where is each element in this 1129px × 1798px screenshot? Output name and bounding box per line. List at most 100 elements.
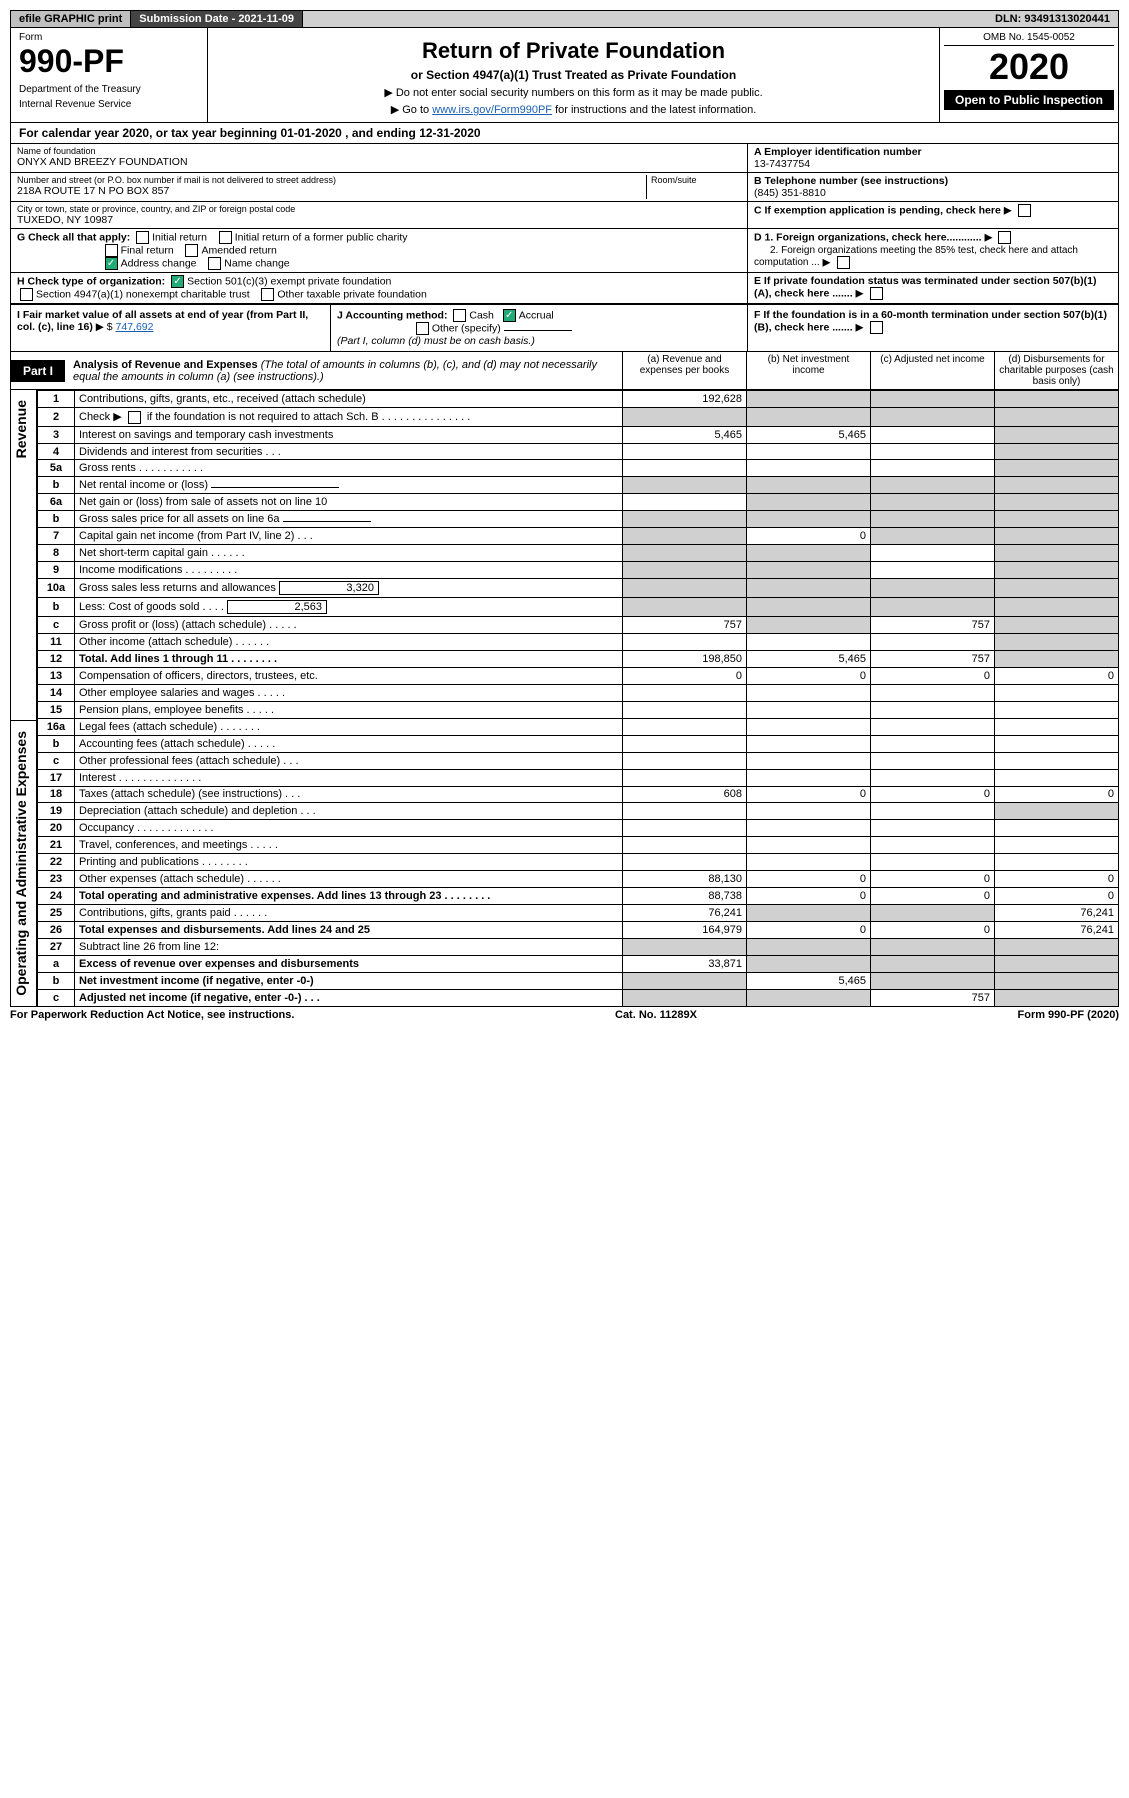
fmv-value[interactable]: 747,692: [116, 321, 154, 333]
page-footer: For Paperwork Reduction Act Notice, see …: [10, 1007, 1119, 1023]
table-row: 10aGross sales less returns and allowanc…: [38, 578, 1119, 597]
table-row: aExcess of revenue over expenses and dis…: [38, 955, 1119, 972]
analysis-table: 1Contributions, gifts, grants, etc., rec…: [37, 390, 1119, 1007]
table-row: bAccounting fees (attach schedule) . . .…: [38, 735, 1119, 752]
table-row: bGross sales price for all assets on lin…: [38, 511, 1119, 528]
ijf-row: I Fair market value of all assets at end…: [10, 305, 1119, 352]
checkbox-name-change[interactable]: [208, 257, 221, 270]
cat-no: Cat. No. 11289X: [615, 1009, 697, 1021]
h-org-type-cell: H Check type of organization: Section 50…: [11, 273, 748, 304]
checkbox-amended[interactable]: [185, 244, 198, 257]
table-row: 11Other income (attach schedule) . . . .…: [38, 634, 1119, 651]
table-row: cAdjusted net income (if negative, enter…: [38, 989, 1119, 1006]
table-row: 9Income modifications . . . . . . . . .: [38, 562, 1119, 579]
note-ssn: ▶ Do not enter social security numbers o…: [214, 86, 933, 99]
ein-value: 13-7437754: [754, 158, 810, 170]
f-termination-cell: F If the foundation is in a 60-month ter…: [748, 305, 1118, 351]
d-foreign-cell: D 1. Foreign organizations, check here..…: [748, 229, 1118, 273]
checkbox-address-change[interactable]: [105, 257, 118, 270]
calendar-year-line: For calendar year 2020, or tax year begi…: [10, 123, 1119, 144]
checkbox-e[interactable]: [870, 287, 883, 300]
expenses-side-label: Operating and Administrative Expenses: [10, 721, 37, 1007]
fair-market-cell: I Fair market value of all assets at end…: [11, 305, 331, 351]
part1-tag: Part I: [11, 360, 65, 382]
form-title-box: Return of Private Foundation or Section …: [208, 28, 939, 122]
main-table-wrapper: Revenue Operating and Administrative Exp…: [10, 390, 1119, 1007]
g-check-cell: G Check all that apply: Initial return I…: [11, 229, 748, 273]
checkbox-initial[interactable]: [136, 231, 149, 244]
form-number: 990-PF: [19, 43, 199, 80]
omb-number: OMB No. 1545-0052: [944, 32, 1114, 46]
table-row: 25Contributions, gifts, grants paid . . …: [38, 904, 1119, 921]
note-link: ▶ Go to www.irs.gov/Form990PF for instru…: [214, 103, 933, 116]
column-headers: (a) Revenue and expenses per books (b) N…: [622, 352, 1118, 389]
form-title: Return of Private Foundation: [214, 38, 933, 64]
submission-date: Submission Date - 2021-11-09: [131, 11, 303, 27]
checkbox-4947[interactable]: [20, 288, 33, 301]
form-header: Form 990-PF Department of the Treasury I…: [10, 28, 1119, 123]
form-id-box: Form 990-PF Department of the Treasury I…: [11, 28, 208, 122]
checkbox-c[interactable]: [1018, 204, 1031, 217]
checkbox-cash[interactable]: [453, 309, 466, 322]
table-row: 22Printing and publications . . . . . . …: [38, 854, 1119, 871]
checkbox-d1[interactable]: [998, 231, 1011, 244]
table-row: 7Capital gain net income (from Part IV, …: [38, 528, 1119, 545]
address-cell: Number and street (or P.O. box number if…: [11, 173, 748, 202]
col-b-header: (b) Net investment income: [746, 352, 870, 389]
checkbox-other-taxable[interactable]: [261, 288, 274, 301]
info-grid: Name of foundation ONYX AND BREEZY FOUND…: [10, 144, 1119, 305]
checkbox-other-method[interactable]: [416, 322, 429, 335]
checkbox-sch-b[interactable]: [128, 411, 141, 424]
c-exemption-cell: C If exemption application is pending, c…: [748, 202, 1118, 229]
part1-title: Analysis of Revenue and Expenses (The to…: [65, 357, 622, 385]
table-row: 14Other employee salaries and wages . . …: [38, 684, 1119, 701]
city-cell: City or town, state or province, country…: [11, 202, 748, 229]
table-row: cGross profit or (loss) (attach schedule…: [38, 617, 1119, 634]
col-d-header: (d) Disbursements for charitable purpose…: [994, 352, 1118, 389]
checkbox-initial-former[interactable]: [219, 231, 232, 244]
table-row: 3Interest on savings and temporary cash …: [38, 426, 1119, 443]
accounting-method-cell: J Accounting method: Cash Accrual Other …: [331, 305, 748, 351]
table-row: 23Other expenses (attach schedule) . . .…: [38, 871, 1119, 888]
phone-cell: B Telephone number (see instructions) (8…: [748, 173, 1118, 202]
year-box: OMB No. 1545-0052 2020 Open to Public In…: [939, 28, 1118, 122]
table-row: 5aGross rents . . . . . . . . . . .: [38, 460, 1119, 477]
table-row: 8Net short-term capital gain . . . . . .: [38, 545, 1119, 562]
col-a-header: (a) Revenue and expenses per books: [622, 352, 746, 389]
e-terminated-cell: E If private foundation status was termi…: [748, 273, 1118, 304]
table-row: bLess: Cost of goods sold . . . . 2,563: [38, 598, 1119, 617]
open-to-public: Open to Public Inspection: [944, 90, 1114, 110]
col-c-header: (c) Adjusted net income: [870, 352, 994, 389]
table-row: 15Pension plans, employee benefits . . .…: [38, 701, 1119, 718]
table-row: 18Taxes (attach schedule) (see instructi…: [38, 786, 1119, 803]
table-row: 13Compensation of officers, directors, t…: [38, 668, 1119, 685]
efile-btn[interactable]: efile GRAPHIC print: [11, 11, 131, 27]
table-row: bNet investment income (if negative, ent…: [38, 972, 1119, 989]
table-row: 17Interest . . . . . . . . . . . . . .: [38, 769, 1119, 786]
tax-year: 2020: [944, 46, 1114, 88]
table-row: 4Dividends and interest from securities …: [38, 443, 1119, 460]
street-address: 218A ROUTE 17 N PO BOX 857: [17, 185, 646, 197]
dln: DLN: 93491313020441: [987, 11, 1118, 27]
table-row: bNet rental income or (loss): [38, 477, 1119, 494]
table-row: 20Occupancy . . . . . . . . . . . . .: [38, 820, 1119, 837]
form-subtitle: or Section 4947(a)(1) Trust Treated as P…: [214, 68, 933, 82]
checkbox-accrual[interactable]: [503, 309, 516, 322]
city-value: TUXEDO, NY 10987: [17, 214, 741, 226]
ein-cell: A Employer identification number 13-7437…: [748, 144, 1118, 173]
checkbox-d2[interactable]: [837, 256, 850, 269]
table-row: cOther professional fees (attach schedul…: [38, 752, 1119, 769]
checkbox-f[interactable]: [870, 321, 883, 334]
table-row: 1Contributions, gifts, grants, etc., rec…: [38, 391, 1119, 408]
table-row: 24Total operating and administrative exp…: [38, 888, 1119, 905]
irs-link[interactable]: www.irs.gov/Form990PF: [432, 104, 552, 116]
table-row: 27Subtract line 26 from line 12:: [38, 938, 1119, 955]
checkbox-final[interactable]: [105, 244, 118, 257]
top-bar: efile GRAPHIC print Submission Date - 20…: [10, 10, 1119, 28]
part1-header: Part I Analysis of Revenue and Expenses …: [10, 352, 1119, 390]
checkbox-501c3[interactable]: [171, 275, 184, 288]
foundation-name-cell: Name of foundation ONYX AND BREEZY FOUND…: [11, 144, 748, 173]
dept-irs: Internal Revenue Service: [19, 99, 199, 110]
table-row: 16aLegal fees (attach schedule) . . . . …: [38, 718, 1119, 735]
table-row: 2Check ▶ if the foundation is not requir…: [38, 407, 1119, 426]
